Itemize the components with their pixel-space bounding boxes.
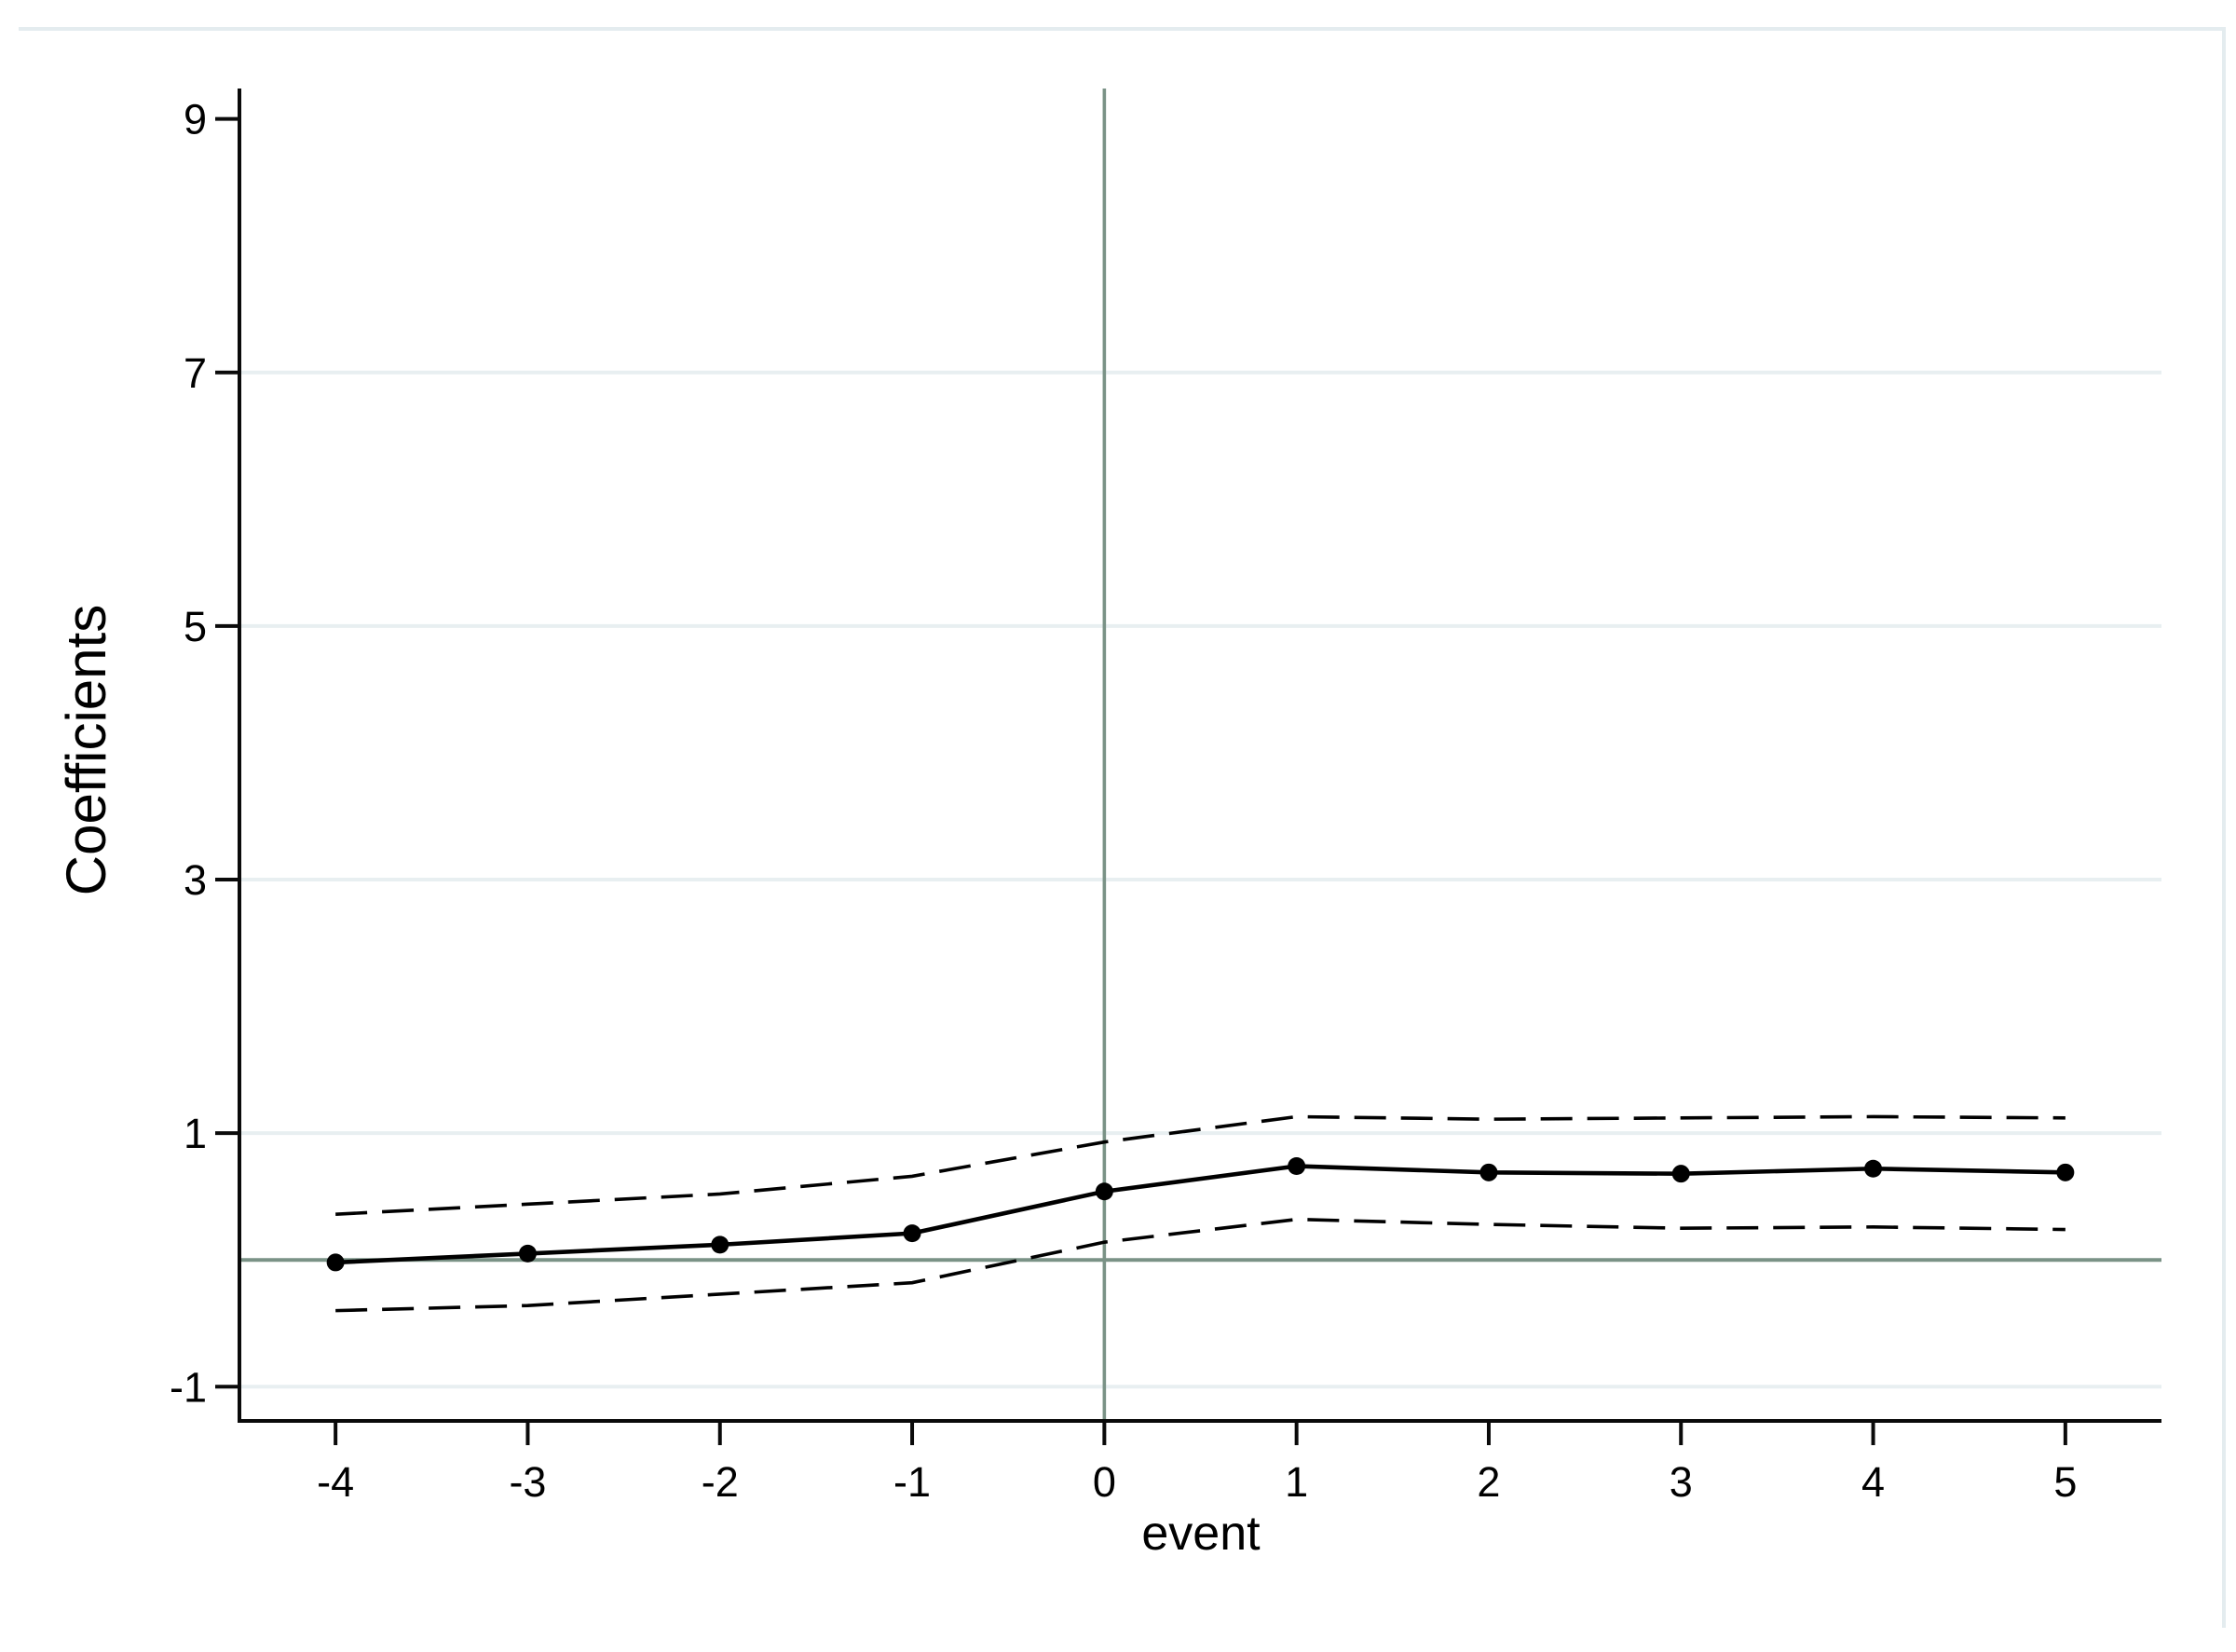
data-point-marker bbox=[711, 1236, 729, 1254]
y-tick-label: -1 bbox=[170, 1363, 207, 1411]
y-tick-label: 5 bbox=[184, 603, 207, 650]
x-tick-label: 4 bbox=[1861, 1458, 1885, 1506]
axes bbox=[215, 89, 2161, 1445]
coefficient-line bbox=[335, 1164, 2066, 1265]
x-tick-label: 3 bbox=[1670, 1458, 1693, 1506]
x-tick-label: -4 bbox=[317, 1458, 354, 1506]
data-point-marker bbox=[326, 1253, 345, 1272]
ci_upper-dashed-line bbox=[335, 1114, 2066, 1217]
x-tick-label: -3 bbox=[509, 1458, 546, 1506]
data-point-marker bbox=[1864, 1159, 1883, 1178]
data-point-marker bbox=[1671, 1165, 1690, 1183]
reference-lines bbox=[239, 89, 2161, 1421]
ci_lower-dashed-line bbox=[335, 1217, 2066, 1313]
y-tick-label: 3 bbox=[184, 856, 207, 904]
x-tick-label: 2 bbox=[1477, 1458, 1500, 1506]
tick-labels: -4 -3 -2 -1 0 1 2 3 4 5 9 7 5 3 1 -1 bbox=[170, 96, 2077, 1506]
coefficient-series bbox=[326, 1157, 2075, 1272]
x-tick-label: 0 bbox=[1093, 1458, 1116, 1506]
x-tick-label: -1 bbox=[893, 1458, 931, 1506]
gridlines bbox=[241, 370, 2161, 1389]
y-tick-label: 1 bbox=[184, 1110, 207, 1157]
data-point-marker bbox=[903, 1224, 921, 1243]
data-point-marker bbox=[1095, 1182, 1113, 1201]
figure-border-lines bbox=[19, 27, 2226, 1628]
data-point-marker bbox=[518, 1244, 537, 1263]
x-tick-label: 5 bbox=[2053, 1458, 2077, 1506]
y-tick-label: 9 bbox=[184, 96, 207, 143]
x-tick-label: 1 bbox=[1285, 1458, 1308, 1506]
data-point-marker bbox=[1288, 1157, 1306, 1176]
y-axis-title: Coefficients bbox=[55, 605, 117, 895]
data-point-marker bbox=[1479, 1163, 1498, 1181]
y-tick-label: 7 bbox=[184, 349, 207, 397]
data-point-marker bbox=[2056, 1163, 2075, 1181]
confidence-interval-lines bbox=[335, 1114, 2066, 1313]
x-tick-label: -2 bbox=[702, 1458, 739, 1506]
x-axis-title: event bbox=[1141, 1507, 1261, 1561]
